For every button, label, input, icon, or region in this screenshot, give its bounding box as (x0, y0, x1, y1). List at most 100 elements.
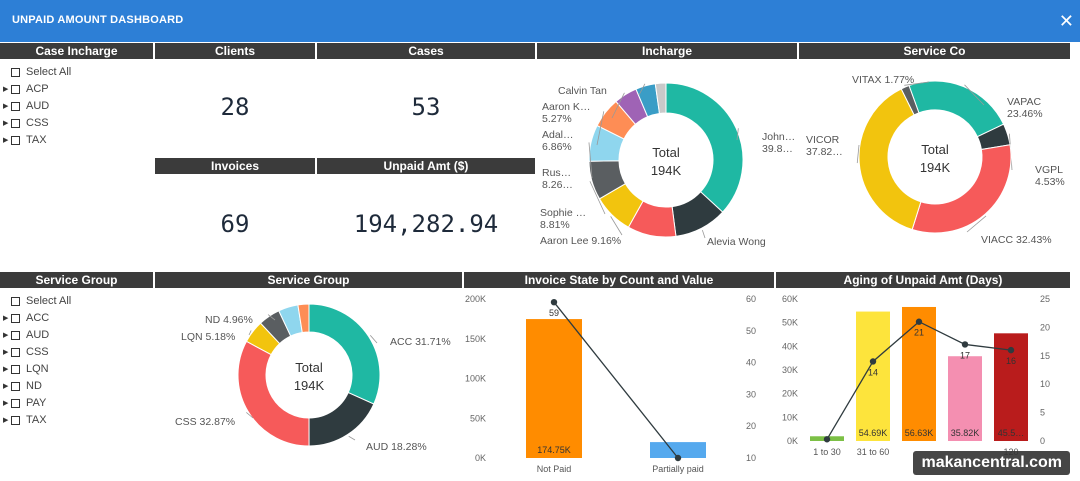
checkbox[interactable] (11, 365, 20, 374)
slicer-item-label: AUD (26, 100, 50, 112)
expand-arrow-icon[interactable]: ▶ (3, 103, 9, 110)
checkbox[interactable] (11, 68, 20, 77)
y-left-tick: 100K (465, 374, 486, 384)
slice-label: Aaron Lee 9.16% (540, 235, 621, 247)
case-incharge-item-acp[interactable]: ▶ ACP (0, 81, 150, 98)
expand-arrow-icon[interactable]: ▶ (3, 366, 9, 373)
checkbox[interactable] (11, 399, 20, 408)
bar-data-label: 174.75K (537, 445, 571, 455)
x-tick: 1 to 30 (813, 447, 841, 457)
bar[interactable] (526, 319, 582, 458)
checkbox[interactable] (11, 297, 20, 306)
slicer-item-label: CSS (26, 117, 49, 129)
bar[interactable] (650, 442, 706, 458)
slice-label: Sophie … (540, 207, 586, 219)
donut-slice[interactable] (654, 82, 667, 115)
line-point[interactable] (674, 454, 682, 462)
checkbox[interactable] (11, 382, 20, 391)
kpi-invoices-value: 69 (220, 210, 250, 238)
service-group-item-aud[interactable]: ▶ AUD (0, 327, 150, 344)
bar-data-label: 35.82K (951, 428, 980, 438)
expand-arrow-icon[interactable]: ▶ (3, 417, 9, 424)
case-incharge-item-aud[interactable]: ▶ AUD (0, 98, 150, 115)
checkbox[interactable] (11, 314, 20, 323)
line-point[interactable] (823, 436, 831, 443)
service-group-item-select-all[interactable]: Select All (0, 293, 150, 310)
checkbox[interactable] (11, 136, 20, 145)
expand-arrow-icon[interactable]: ▶ (3, 383, 9, 390)
donut-center-label: Total (921, 142, 949, 157)
y-right-tick: 40 (746, 358, 756, 368)
header-clients: Clients (155, 43, 315, 59)
service-group-item-tax[interactable]: ▶ TAX (0, 412, 150, 429)
service-group-slicer: Select All ▶ ACC ▶ AUD ▶ CSS ▶ LQN ▶ ND ▶ PAY ▶ TAX (0, 293, 150, 429)
service-group-item-css[interactable]: ▶ CSS (0, 344, 150, 361)
expand-arrow-icon[interactable]: ▶ (3, 137, 9, 144)
checkbox[interactable] (11, 85, 20, 94)
slice-label: Alevia Wong (707, 236, 766, 248)
service-group-item-nd[interactable]: ▶ ND (0, 378, 150, 395)
slice-label: ACC 31.71% (390, 336, 451, 348)
slice-label: 23.46% (1007, 108, 1043, 120)
donut-slice[interactable] (237, 340, 310, 447)
donut-slice[interactable] (297, 303, 310, 334)
checkbox[interactable] (11, 348, 20, 357)
line-point[interactable] (961, 341, 969, 348)
slice-label: 37.82… (806, 146, 843, 158)
bar[interactable] (902, 306, 936, 441)
case-incharge-item-tax[interactable]: ▶ TAX (0, 132, 150, 149)
line-point[interactable] (915, 318, 923, 325)
case-incharge-item-css[interactable]: ▶ CSS (0, 115, 150, 132)
checkbox[interactable] (11, 102, 20, 111)
y-right-tick: 0 (1040, 436, 1045, 446)
slicer-item-label: ACP (26, 83, 49, 95)
line-point[interactable] (1007, 346, 1015, 354)
slice-label: CSS 32.87% (175, 416, 235, 428)
checkbox[interactable] (11, 331, 20, 340)
case-incharge-item-select-all[interactable]: Select All (0, 64, 150, 81)
donut-center-label: Total (652, 145, 680, 160)
expand-arrow-icon[interactable]: ▶ (3, 400, 9, 407)
leader-line (267, 314, 276, 321)
donut-slice[interactable] (900, 84, 920, 116)
y-right-tick: 20 (746, 421, 756, 431)
donut-slice[interactable] (308, 391, 375, 447)
service-group-item-pay[interactable]: ▶ PAY (0, 395, 150, 412)
donut-slice[interactable] (858, 88, 922, 231)
donut-slice[interactable] (665, 82, 744, 213)
checkbox[interactable] (11, 416, 20, 425)
line-data-label: 17 (960, 350, 970, 360)
y-right-tick: 20 (1040, 322, 1050, 332)
expand-arrow-icon[interactable]: ▶ (3, 315, 9, 322)
expand-arrow-icon[interactable]: ▶ (3, 349, 9, 356)
header-cases: Cases (317, 43, 535, 59)
leader-line (856, 144, 860, 164)
service-group-item-acc[interactable]: ▶ ACC (0, 310, 150, 327)
expand-arrow-icon[interactable]: ▶ (3, 86, 9, 93)
donut-slice[interactable] (908, 80, 1005, 138)
line-point[interactable] (869, 358, 877, 365)
slice-label: Calvin Tan (558, 85, 607, 97)
leader-line (246, 412, 254, 419)
slice-label: Adal… (542, 129, 574, 141)
expand-arrow-icon[interactable]: ▶ (3, 120, 9, 127)
slice-label: John… (762, 131, 795, 143)
slicer-item-label: PAY (26, 397, 47, 409)
donut-slice[interactable] (308, 303, 381, 405)
donut-slice[interactable] (911, 144, 1012, 234)
header-service-group-chart: Service Group (155, 272, 462, 288)
dashboard-title: UNPAID AMOUNT DASHBOARD (12, 14, 184, 26)
checkbox[interactable] (11, 119, 20, 128)
bar[interactable] (856, 311, 890, 441)
leader-line (610, 216, 623, 236)
close-icon[interactable]: ✕ (1058, 11, 1074, 31)
line-point[interactable] (550, 298, 558, 306)
header-service-co: Service Co (799, 43, 1070, 59)
watermark: makancentral.com (913, 451, 1070, 475)
slice-label: AUD 18.28% (366, 441, 427, 453)
expand-arrow-icon[interactable]: ▶ (3, 332, 9, 339)
slice-label: 5.27% (542, 113, 572, 125)
y-right-tick: 50 (746, 326, 756, 336)
bar[interactable] (948, 356, 982, 441)
service-group-item-lqn[interactable]: ▶ LQN (0, 361, 150, 378)
